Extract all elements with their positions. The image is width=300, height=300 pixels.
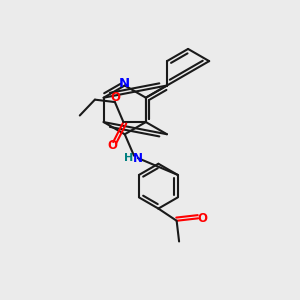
- Text: H: H: [124, 153, 133, 163]
- Text: O: O: [197, 212, 207, 225]
- Text: N: N: [133, 152, 143, 165]
- Text: N: N: [119, 77, 130, 90]
- Text: O: O: [107, 140, 117, 152]
- Text: O: O: [110, 92, 121, 104]
